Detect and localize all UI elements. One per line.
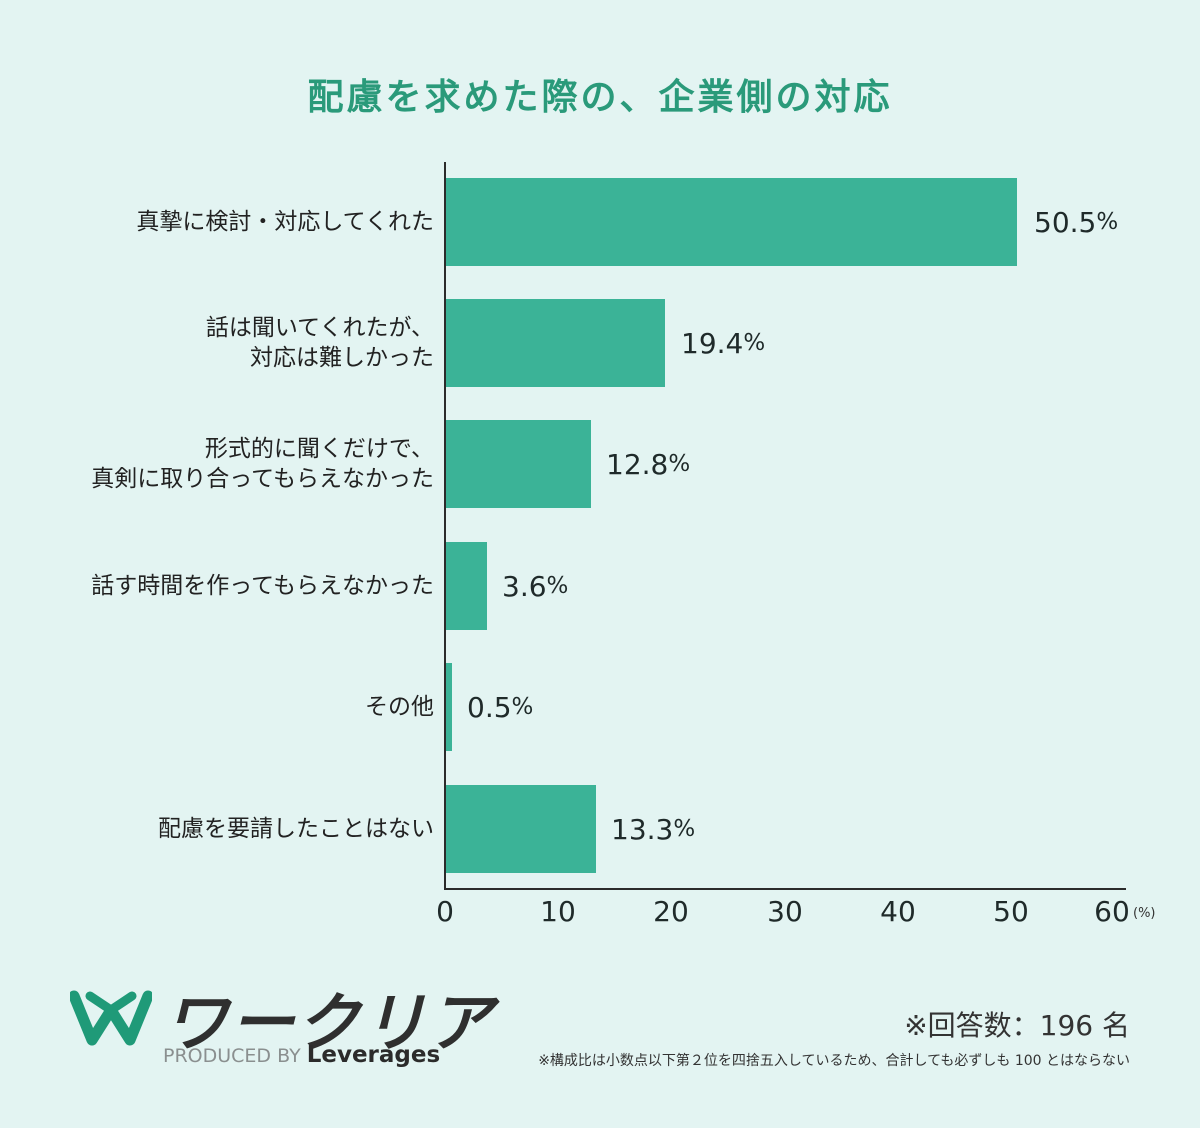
value-number: 12.8 [606, 447, 669, 481]
x-tick: 0 [436, 895, 454, 928]
bar-row: 真摯に検討・対応してくれた 50.5% [0, 178, 1200, 266]
x-tick: 50 [993, 895, 1029, 928]
bar [446, 178, 1017, 266]
x-tick: 30 [767, 895, 803, 928]
label-line: 話は聞いてくれたが、 [205, 315, 434, 341]
company-name: Leverages [306, 1042, 441, 1068]
category-label: 真摯に検討・対応してくれた [136, 178, 434, 266]
label-line: 対応は難しかった [250, 345, 434, 371]
category-label: 形式的に聞くだけで、真剣に取り合ってもらえなかった [91, 420, 434, 508]
category-label: 話は聞いてくれたが、対応は難しかった [206, 299, 434, 387]
value-label: 50.5% [1034, 178, 1118, 266]
bar-row: 話す時間を作ってもらえなかった 3.6% [0, 542, 1200, 630]
bar [446, 542, 487, 630]
value-label: 3.6% [502, 542, 568, 630]
category-label: 配慮を要請したことはない [158, 785, 434, 873]
percent-sign: % [511, 694, 534, 720]
percent-sign: % [546, 573, 569, 599]
x-axis-unit: (%) [1133, 906, 1156, 921]
x-axis-line [444, 888, 1126, 890]
produced-by: PRODUCED BY Leverages [163, 1042, 440, 1068]
percent-sign: % [668, 451, 691, 477]
percent-sign: % [743, 330, 766, 356]
y-axis-line [444, 162, 446, 890]
percent-sign: % [1096, 209, 1119, 235]
x-tick: 10 [540, 895, 576, 928]
chart-title: 配慮を求めた際の、企業側の対応 [307, 77, 893, 118]
bar [446, 420, 591, 508]
bar-row: 話は聞いてくれたが、対応は難しかった 19.4% [0, 299, 1200, 387]
value-number: 3.6 [502, 569, 547, 603]
label-line: 真剣に取り合ってもらえなかった [91, 466, 434, 492]
bar-row: 形式的に聞くだけで、真剣に取り合ってもらえなかった 12.8% [0, 420, 1200, 508]
bar-row: 配慮を要請したことはない 13.3% [0, 785, 1200, 873]
x-tick: 60 [1094, 895, 1130, 928]
category-label: その他 [365, 663, 434, 751]
label-line: 話す時間を作ってもらえなかった [91, 573, 434, 599]
respondent-count: ※回答数：196 名 [904, 1009, 1130, 1042]
w-logo-icon [70, 990, 152, 1046]
label-line: 形式的に聞くだけで、 [204, 436, 434, 462]
label-line: その他 [365, 694, 434, 720]
bar-row: その他 0.5% [0, 663, 1200, 751]
percent-sign: % [673, 816, 696, 842]
value-number: 50.5 [1034, 205, 1097, 239]
bar [446, 299, 665, 387]
value-number: 0.5 [467, 690, 512, 724]
bar [446, 785, 596, 873]
footnote: ※構成比は小数点以下第２位を四捨五入しているため、合計しても必ずしも 100 と… [538, 1053, 1130, 1069]
produced-by-label: PRODUCED BY [163, 1045, 301, 1067]
label-line: 真摯に検討・対応してくれた [136, 209, 434, 235]
bar [446, 663, 452, 751]
value-label: 13.3% [611, 785, 695, 873]
value-label: 0.5% [467, 663, 533, 751]
category-label: 話す時間を作ってもらえなかった [91, 542, 434, 630]
logo-wordmark: ワークリア [164, 987, 494, 1061]
value-label: 12.8% [606, 420, 690, 508]
x-tick: 20 [653, 895, 689, 928]
label-line: 配慮を要請したことはない [158, 816, 434, 842]
value-number: 13.3 [611, 812, 674, 846]
brand-logo: ワークリア [70, 972, 494, 1064]
value-label: 19.4% [681, 299, 765, 387]
value-number: 19.4 [681, 326, 744, 360]
x-tick: 40 [880, 895, 916, 928]
